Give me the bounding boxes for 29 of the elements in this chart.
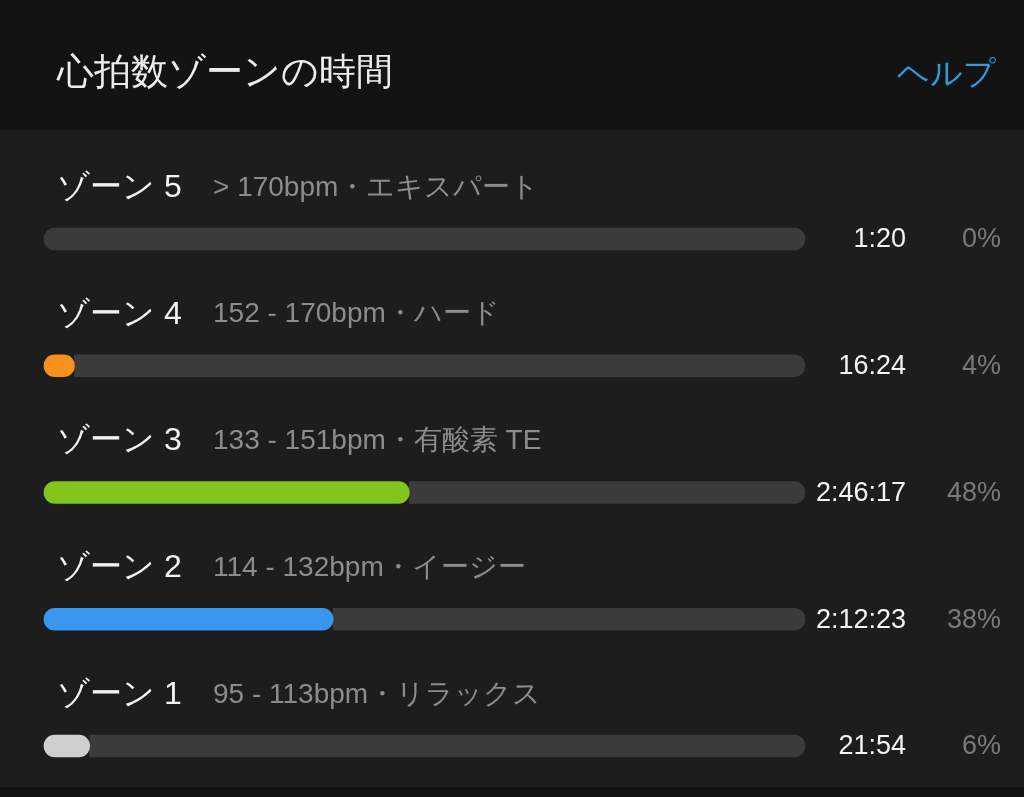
- data-label: 38%: [946, 603, 1001, 634]
- annotation: 114 - 132bpm・イージー: [213, 550, 526, 582]
- bar: [43, 481, 410, 504]
- text: 2:46:17: [815, 476, 906, 507]
- annotation: 95 - 113bpm・リラックス: [213, 677, 542, 709]
- y-tick-label: ゾーン 3: [57, 421, 182, 458]
- data-label: 4%: [961, 350, 1001, 381]
- bar: [74, 354, 806, 378]
- y-tick-label: ゾーン 4: [57, 294, 182, 331]
- data-label: 6%: [961, 730, 1001, 761]
- text: 1:20: [853, 223, 906, 254]
- annotation: 133 - 151bpm・有酸素 TE: [213, 424, 542, 456]
- data-label: 0%: [961, 223, 1001, 254]
- text: 21:54: [838, 730, 906, 761]
- chart-title: 心拍数ゾーンの時間: [57, 50, 393, 94]
- data-label: 48%: [946, 476, 1001, 507]
- annotation: 152 - 170bpm・ハード: [213, 297, 500, 329]
- y-tick-label: ゾーン 2: [57, 548, 182, 585]
- y-tick-label: ゾーン 1: [57, 674, 182, 711]
- annotation: > 170bpm・エキスパート: [213, 170, 540, 202]
- y-tick-label: ゾーン 5: [57, 167, 182, 204]
- text: 16:24: [838, 350, 906, 381]
- bar: [89, 734, 806, 758]
- bar: [332, 607, 806, 631]
- text: ヘルプ: [897, 54, 996, 93]
- bar: [408, 481, 806, 504]
- bar: [43, 607, 334, 631]
- bar: [43, 227, 806, 251]
- text: 2:12:23: [815, 603, 906, 634]
